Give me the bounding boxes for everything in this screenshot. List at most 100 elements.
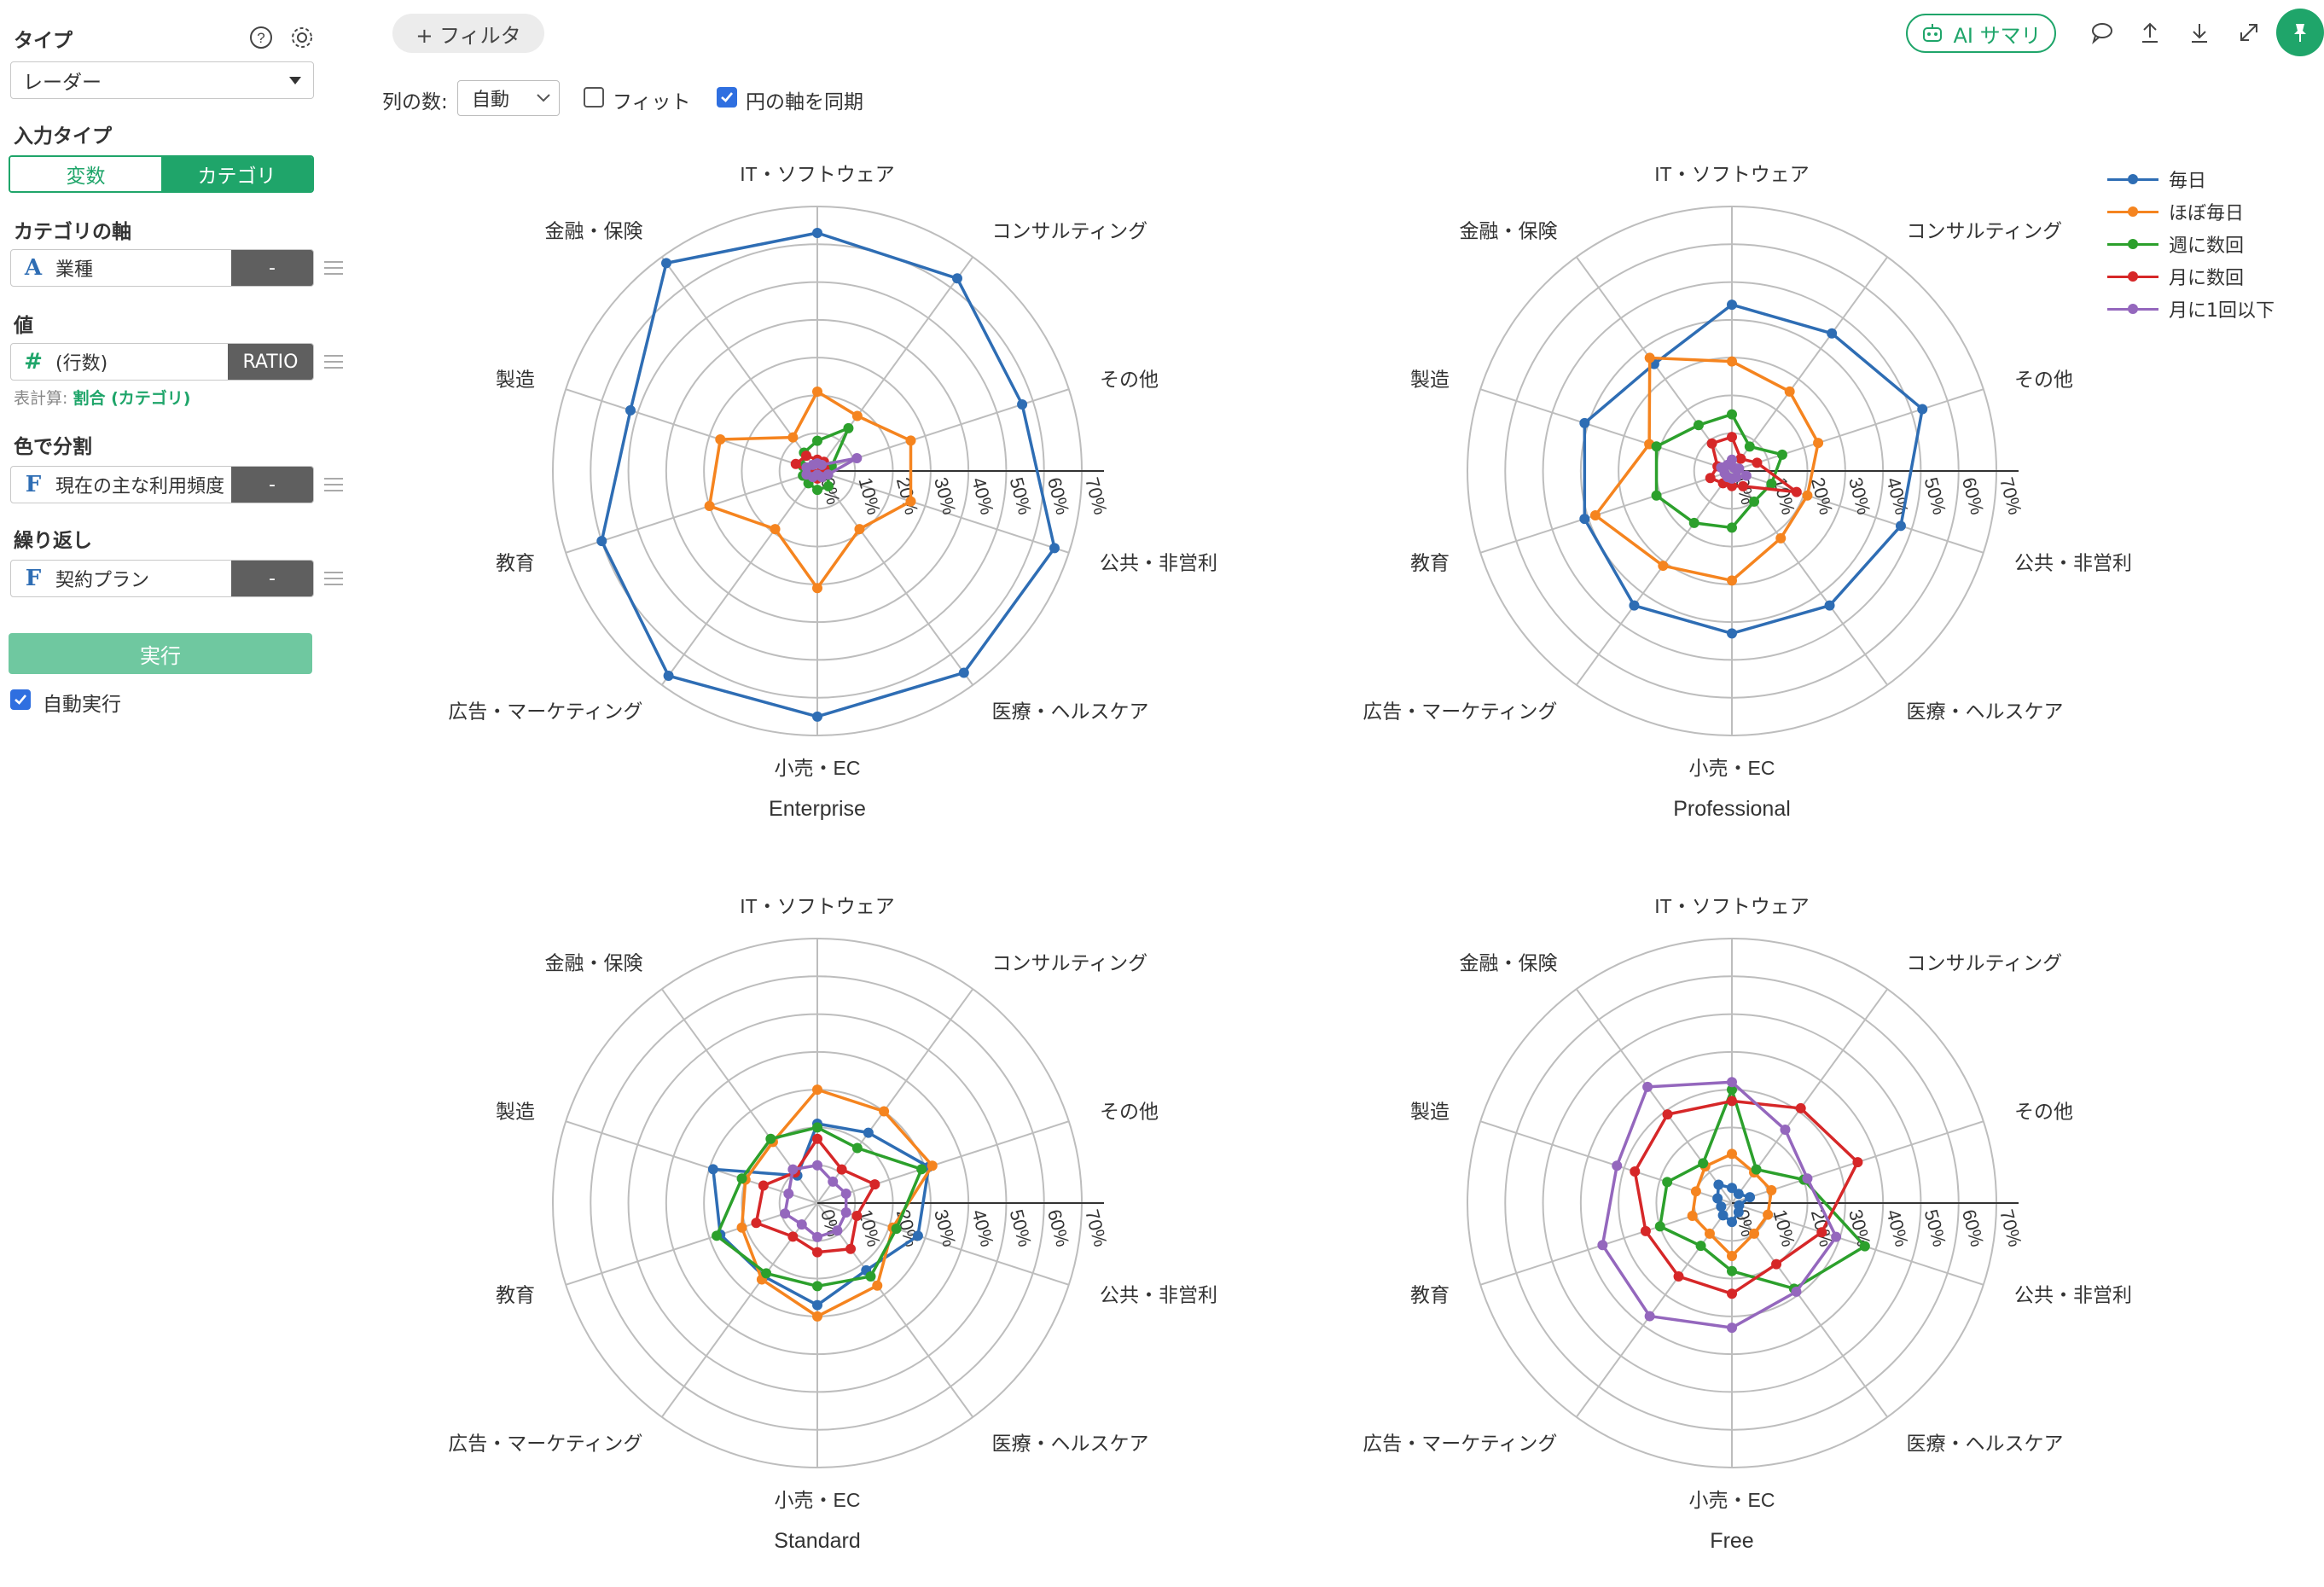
fit-checkbox[interactable] — [584, 87, 604, 108]
data-point[interactable] — [758, 1180, 769, 1191]
data-point[interactable] — [836, 1164, 847, 1175]
data-point[interactable] — [1662, 1109, 1673, 1120]
data-point[interactable] — [812, 583, 822, 594]
data-point[interactable] — [812, 435, 822, 446]
chart-type-select[interactable]: レーダー — [10, 61, 314, 99]
data-point[interactable] — [1745, 1192, 1756, 1203]
legend-item-weekly[interactable]: 週に数回 — [2107, 230, 2244, 258]
data-point[interactable] — [812, 387, 822, 397]
data-point[interactable] — [1763, 1209, 1774, 1220]
legend-item-monthly[interactable]: 月に数回 — [2107, 263, 2244, 290]
category-axis-field[interactable]: A 業種 - — [10, 249, 314, 287]
data-point[interactable] — [812, 1311, 822, 1322]
data-point[interactable] — [1630, 1166, 1641, 1177]
data-point[interactable] — [1727, 575, 1737, 586]
input-type-category[interactable]: カテゴリ — [161, 157, 312, 191]
data-point[interactable] — [770, 524, 781, 535]
data-point[interactable] — [1831, 1231, 1842, 1242]
color-field-agg-button[interactable]: - — [231, 467, 313, 503]
data-point[interactable] — [1735, 453, 1746, 464]
data-point[interactable] — [704, 501, 715, 512]
data-point[interactable] — [1738, 480, 1749, 491]
data-point[interactable] — [879, 1106, 890, 1117]
data-point[interactable] — [1791, 486, 1802, 497]
data-point[interactable] — [1771, 1259, 1782, 1270]
data-point[interactable] — [787, 432, 799, 443]
data-point[interactable] — [1813, 438, 1824, 449]
data-point[interactable] — [1895, 520, 1906, 532]
data-point[interactable] — [1727, 1217, 1737, 1228]
data-point[interactable] — [1816, 1227, 1827, 1238]
data-point[interactable] — [751, 1218, 762, 1229]
data-point[interactable] — [1780, 1125, 1791, 1136]
data-point[interactable] — [1827, 328, 1838, 339]
data-point[interactable] — [765, 1133, 776, 1144]
data-point[interactable] — [1776, 449, 1787, 460]
expand-icon[interactable] — [2235, 19, 2263, 46]
data-point[interactable] — [1775, 532, 1787, 544]
data-point[interactable] — [801, 469, 812, 480]
data-point[interactable] — [927, 1160, 938, 1171]
data-point[interactable] — [1917, 404, 1928, 415]
data-point[interactable] — [1859, 1241, 1870, 1252]
data-point[interactable] — [1727, 628, 1737, 639]
data-point[interactable] — [1791, 1286, 1802, 1297]
data-point[interactable] — [1695, 1241, 1706, 1252]
add-filter-button[interactable]: + フィルタ — [392, 14, 544, 53]
legend-item-daily[interactable]: 毎日 — [2107, 166, 2206, 193]
data-point[interactable] — [1644, 1311, 1655, 1322]
data-point[interactable] — [1740, 470, 1752, 481]
input-type-variable[interactable]: 変数 — [10, 157, 161, 191]
data-point[interactable] — [1654, 1221, 1665, 1232]
color-field[interactable]: F 現在の主な利用頻度 - — [10, 466, 314, 503]
data-point[interactable] — [807, 459, 818, 470]
legend-item-almost-daily[interactable]: ほぼ毎日 — [2107, 198, 2244, 225]
data-point[interactable] — [1589, 510, 1601, 521]
data-point[interactable] — [1852, 1157, 1863, 1168]
columns-select[interactable]: 自動 — [457, 80, 560, 116]
data-point[interactable] — [1640, 1225, 1651, 1236]
data-point[interactable] — [1717, 1210, 1728, 1221]
drag-handle-icon[interactable] — [324, 572, 343, 585]
data-point[interactable] — [1651, 441, 1662, 452]
data-point[interactable] — [869, 1179, 880, 1190]
data-point[interactable] — [1766, 1184, 1777, 1195]
data-point[interactable] — [1597, 1240, 1608, 1251]
value-field[interactable]: # (行数) RATIO — [10, 343, 314, 381]
data-point[interactable] — [712, 1230, 723, 1241]
data-point[interactable] — [840, 1206, 851, 1218]
data-point[interactable] — [816, 459, 828, 470]
data-point[interactable] — [736, 1173, 747, 1184]
data-point[interactable] — [1744, 441, 1755, 452]
data-point[interactable] — [1824, 600, 1835, 611]
data-point[interactable] — [812, 1084, 822, 1096]
data-point[interactable] — [851, 410, 863, 421]
data-point[interactable] — [707, 1164, 718, 1175]
drag-handle-icon[interactable] — [324, 261, 343, 275]
data-point[interactable] — [1727, 1148, 1737, 1160]
category-axis-agg-button[interactable]: - — [231, 250, 313, 286]
data-point[interactable] — [1727, 522, 1737, 533]
data-point[interactable] — [1688, 517, 1699, 528]
data-point[interactable] — [1579, 514, 1590, 525]
repeat-field-agg-button[interactable]: - — [231, 561, 313, 596]
data-point[interactable] — [1751, 1164, 1762, 1175]
data-point[interactable] — [1727, 432, 1737, 443]
data-point[interactable] — [715, 434, 726, 445]
data-point[interactable] — [783, 1189, 794, 1200]
data-point[interactable] — [851, 452, 863, 463]
gear-icon[interactable] — [288, 24, 316, 51]
calc-value-link[interactable]: 割合 (カテゴリ) — [73, 389, 191, 408]
data-point[interactable] — [796, 1219, 807, 1230]
data-point[interactable] — [1727, 409, 1737, 420]
data-point[interactable] — [1629, 600, 1640, 611]
repeat-field[interactable]: F 契約プラン - — [10, 560, 314, 597]
ai-summary-button[interactable]: AI サマリ — [1906, 14, 2056, 53]
data-point[interactable] — [1752, 457, 1763, 468]
data-point[interactable] — [912, 1230, 923, 1241]
data-point[interactable] — [790, 458, 801, 469]
data-point[interactable] — [958, 667, 969, 678]
download-icon[interactable] — [2186, 19, 2213, 46]
data-point[interactable] — [1749, 496, 1760, 507]
data-point[interactable] — [1704, 1228, 1715, 1239]
